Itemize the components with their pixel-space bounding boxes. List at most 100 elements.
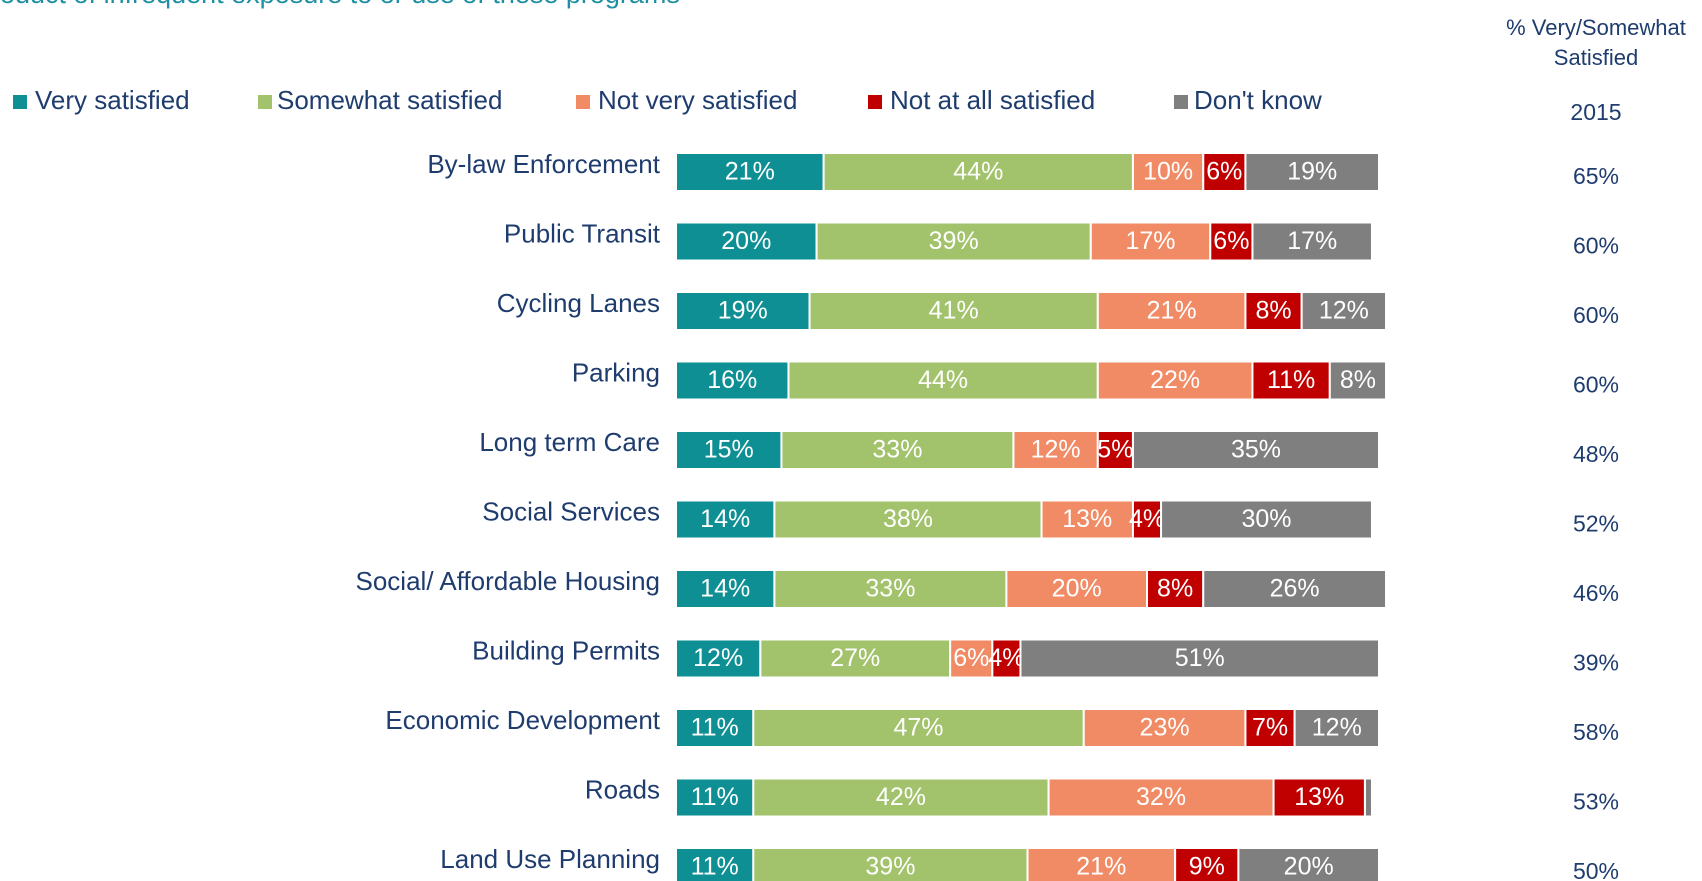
data-label: 10% (1143, 158, 1193, 186)
data-label: 8% (1157, 575, 1193, 603)
bar-segment (1293, 708, 1381, 748)
data-label: 21% (1147, 297, 1197, 325)
bar-segment (1244, 291, 1303, 331)
data-label: 17% (1126, 227, 1176, 255)
data-label: 16% (707, 366, 757, 394)
data-label: 15% (704, 436, 754, 464)
bar-segment (1251, 360, 1331, 401)
data-label: 7% (1252, 714, 1288, 742)
legend-label: Not very satisfied (598, 85, 797, 115)
bar-segment (759, 638, 952, 679)
summary-value: 39% (1573, 650, 1619, 676)
data-label: 30% (1241, 505, 1291, 533)
data-label: 17% (1287, 227, 1337, 255)
data-label: 38% (883, 505, 933, 533)
summary-value: 52% (1573, 511, 1619, 537)
summary-value: 60% (1573, 372, 1619, 398)
bar-segment (752, 777, 1050, 818)
bar-segment (675, 847, 755, 881)
summary-value: 53% (1573, 789, 1619, 815)
data-label: 51% (1175, 644, 1225, 672)
data-label: 11% (691, 714, 739, 742)
bar-segment (1328, 360, 1388, 401)
data-label: 19% (1287, 158, 1337, 186)
data-label: 20% (1052, 575, 1102, 603)
data-label: 14% (700, 505, 750, 533)
bar-segment (787, 360, 1099, 401)
category-label: Long term Care (479, 427, 660, 457)
summary-value: 65% (1573, 163, 1619, 189)
bar-segment (808, 291, 1099, 331)
category-label: Building Permits (472, 635, 660, 665)
bar-segment (675, 360, 790, 401)
data-label: 6% (1213, 227, 1249, 255)
summary-value: 50% (1573, 858, 1619, 881)
data-label: 12% (1312, 714, 1362, 742)
data-label: 11% (691, 783, 739, 811)
bar-segment (1089, 221, 1212, 262)
bar-segment (1209, 221, 1254, 262)
data-label: 23% (1140, 714, 1190, 742)
data-label: 41% (929, 297, 979, 325)
summary-value: 58% (1573, 719, 1619, 745)
bar-segment (815, 221, 1092, 262)
data-label: 9% (1189, 853, 1225, 881)
bar-segment (1019, 638, 1380, 679)
bar-segment (675, 569, 776, 609)
bar-segment (773, 499, 1043, 540)
bar-segment (1026, 847, 1177, 881)
data-label: 12% (693, 644, 743, 672)
bar-segment (949, 638, 994, 679)
data-label: 26% (1270, 575, 1320, 603)
bar-segment (675, 638, 762, 679)
data-label: 39% (929, 227, 979, 255)
data-label: 12% (1319, 297, 1369, 325)
data-label: 33% (865, 575, 915, 603)
data-label: 5% (1097, 436, 1133, 464)
summary-header: % Very/Somewhat (1506, 15, 1686, 40)
legend-label: Not at all satisfied (890, 85, 1095, 115)
data-label: 44% (918, 366, 968, 394)
data-label: 12% (1031, 436, 1081, 464)
data-label: 20% (1284, 853, 1334, 881)
data-label: 8% (1255, 297, 1291, 325)
category-label: Public Transit (504, 218, 661, 248)
category-label: Parking (572, 357, 660, 387)
summary-value: 46% (1573, 580, 1619, 606)
data-label: 19% (718, 297, 768, 325)
data-label: 13% (1062, 505, 1112, 533)
chart-subtitle: oduct of infrequent exposure to or use o… (0, 0, 680, 9)
summary-value: 48% (1573, 441, 1619, 467)
category-label: By-law Enforcement (427, 149, 660, 179)
summary-value: 60% (1573, 233, 1619, 259)
legend-swatch (13, 95, 27, 109)
bar-segment (1202, 569, 1388, 609)
bar-segment (1096, 291, 1247, 331)
data-label: 27% (830, 644, 880, 672)
bar-segment (675, 777, 755, 818)
data-label: 20% (721, 227, 771, 255)
bar-segment (1160, 499, 1373, 540)
data-label: 14% (700, 575, 750, 603)
data-label: 6% (953, 644, 989, 672)
bar-segment (675, 430, 783, 470)
legend-swatch (258, 95, 272, 109)
legend-label: Don't know (1194, 85, 1322, 115)
bar-segment (822, 152, 1134, 192)
bar-segment (780, 430, 1015, 470)
summary-value: 60% (1573, 302, 1619, 328)
category-label: Economic Development (385, 705, 660, 735)
bar-segment (1251, 221, 1373, 262)
bar-segment (1131, 152, 1205, 192)
category-label: Cycling Lanes (497, 288, 660, 318)
category-label: Social Services (482, 496, 660, 526)
bar-segment (752, 708, 1085, 748)
bar-segment (675, 221, 818, 262)
summary-header: Satisfied (1554, 45, 1638, 70)
data-label: 11% (691, 853, 739, 881)
bar-segment (1237, 847, 1381, 881)
bar-segment (1131, 430, 1380, 470)
data-label: 22% (1150, 366, 1200, 394)
bar-segment (675, 152, 825, 192)
